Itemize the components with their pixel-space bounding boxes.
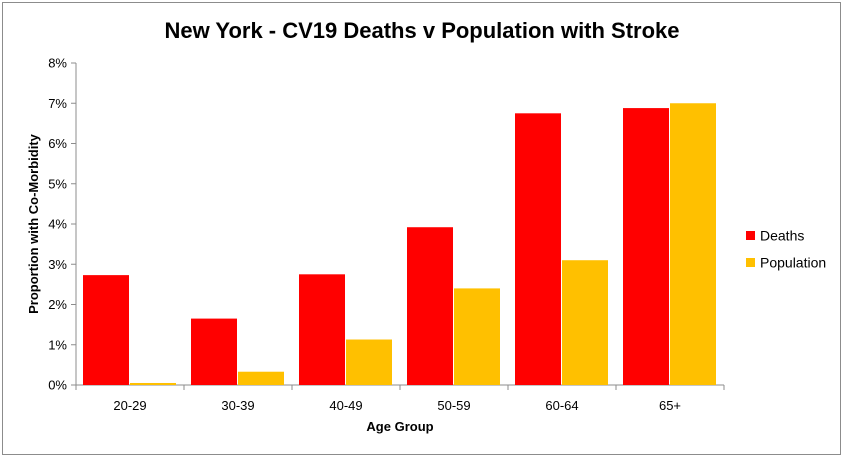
bar-population-50-59 [454, 288, 500, 385]
chart-title: New York - CV19 Deaths v Population with… [164, 18, 679, 43]
bar-population-30-39 [238, 371, 284, 385]
x-axis-label: Age Group [366, 419, 433, 434]
bar-deaths-20-29 [83, 275, 129, 385]
y-tick-label: 8% [48, 56, 67, 71]
y-tick-label: 4% [48, 217, 67, 232]
y-tick-label: 6% [48, 136, 67, 151]
y-tick-label: 3% [48, 257, 67, 272]
bar-deaths-65+ [623, 108, 669, 385]
y-tick-label: 2% [48, 297, 67, 312]
y-tick-label: 1% [48, 337, 67, 352]
x-tick-label: 50-59 [437, 398, 470, 413]
y-tick-label: 7% [48, 96, 67, 111]
x-tick-label: 60-64 [545, 398, 578, 413]
x-tick-label: 40-49 [329, 398, 362, 413]
bar-deaths-60-64 [515, 113, 561, 385]
legend-swatch-population [746, 258, 755, 267]
y-axis-label: Proportion with Co-Morbidity [26, 133, 41, 314]
y-axis-ticks: 0% 1% 2% 3% 4% 5% 6% 7% 8% [48, 56, 76, 393]
y-tick-label: 0% [48, 378, 67, 393]
bar-population-20-29 [130, 382, 176, 385]
bar-deaths-50-59 [407, 227, 453, 385]
bars [83, 103, 716, 385]
bar-population-60-64 [562, 260, 608, 385]
legend: Deaths Population [746, 228, 826, 271]
x-tick-label: 65+ [659, 398, 681, 413]
x-tick-label: 30-39 [221, 398, 254, 413]
y-tick-label: 5% [48, 176, 67, 191]
bar-population-40-49 [346, 339, 392, 385]
legend-label-population: Population [760, 255, 826, 271]
x-axis-ticks: 20-29 30-39 40-49 50-59 60-64 65+ [75, 385, 725, 413]
legend-swatch-deaths [746, 231, 755, 240]
bar-deaths-40-49 [299, 274, 345, 385]
x-tick-label: 20-29 [113, 398, 146, 413]
bar-population-65+ [670, 103, 716, 385]
legend-label-deaths: Deaths [760, 228, 804, 244]
bar-deaths-30-39 [191, 318, 237, 385]
